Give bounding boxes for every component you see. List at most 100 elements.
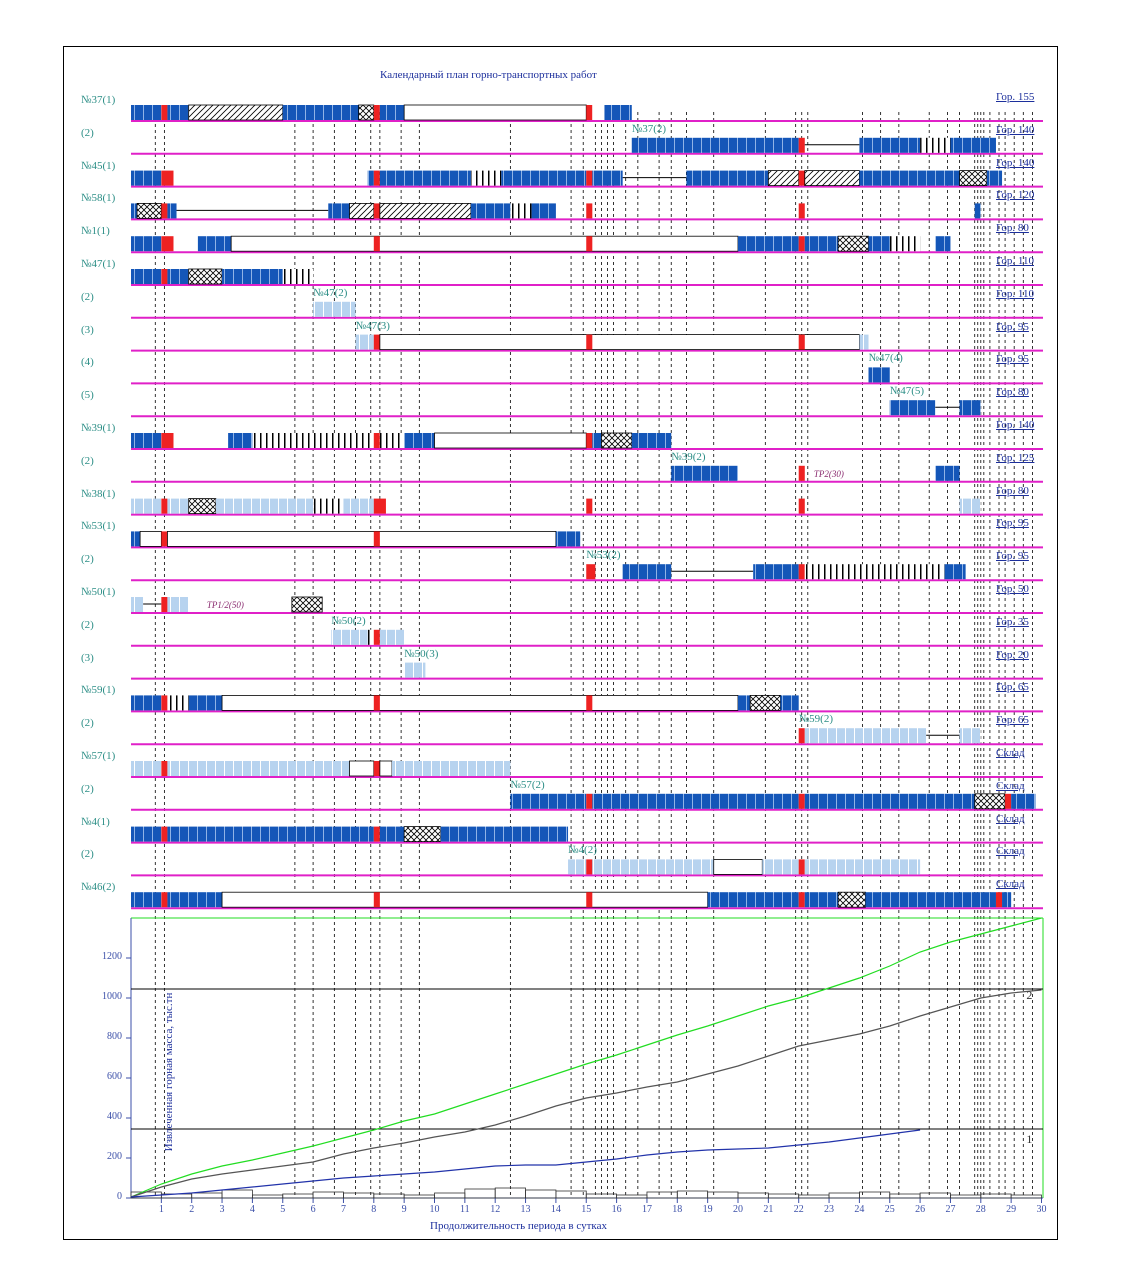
gantt-segment (136, 202, 162, 219)
gantt-segment (798, 170, 805, 186)
daily-bar (767, 1193, 800, 1199)
gantt-segment (167, 597, 174, 612)
gantt-segment (592, 433, 602, 448)
horizon-label: Гор. 120 (996, 189, 1035, 202)
gantt-segment (889, 400, 936, 416)
gantt-segment (804, 236, 839, 252)
gantt-segment (367, 170, 374, 186)
gantt-segment (167, 892, 223, 908)
gantt-segment (221, 695, 739, 711)
horizon-label: Гор. 95 (996, 320, 1029, 333)
horizon-label: Гор. 80 (996, 222, 1029, 235)
gantt-segment (131, 498, 162, 514)
daily-bar (373, 1193, 405, 1199)
daily-bar (343, 1192, 375, 1199)
gantt-segment (131, 892, 162, 908)
x-tick-label: 23 (824, 1204, 835, 1215)
gantt-segment (349, 202, 375, 219)
horizon-label: Гор. 35 (996, 615, 1029, 628)
gantt-segment (167, 105, 189, 120)
horizon-label: Гор. 50 (996, 583, 1029, 595)
gantt-segment (604, 105, 632, 120)
horizon-label: Склад (996, 812, 1025, 825)
row-label: (2) (81, 126, 94, 139)
horizon-label: Гор. 80 (996, 484, 1029, 497)
row-label: №53(1) (81, 520, 116, 533)
row-label: (5) (81, 389, 94, 402)
note-label: ТР1/2(50) (206, 600, 244, 610)
gantt-segment (434, 432, 587, 449)
segment-label: №59(2) (798, 713, 834, 726)
gantt-segment (798, 334, 805, 350)
gantt-segment (373, 334, 380, 350)
daily-bar (828, 1192, 860, 1199)
x-tick-label: 18 (672, 1204, 683, 1215)
gantt-segment (404, 433, 435, 448)
horizon-label: Гор. 65 (996, 714, 1029, 727)
gantt-segment (373, 826, 380, 842)
x-tick-label: 21 (763, 1204, 774, 1215)
gantt-segment (373, 433, 380, 448)
daily-bar (676, 1190, 709, 1199)
row-label: (2) (81, 717, 94, 730)
gantt-segment (592, 105, 605, 120)
x-tick-label: 22 (793, 1204, 804, 1215)
daily-bar (312, 1191, 344, 1199)
curve-label: 1 (1026, 1132, 1033, 1146)
gantt-segment (780, 695, 799, 711)
gantt-segment (313, 498, 344, 514)
gantt-segment (188, 498, 217, 515)
x-tick-label: 2 (189, 1204, 195, 1215)
gantt-segment (188, 104, 284, 121)
daily-bar (434, 1192, 466, 1199)
gantt-segment (995, 892, 1003, 908)
daily-bar (191, 1192, 223, 1199)
gantt-segment (379, 170, 471, 186)
row-label: №39(1) (81, 422, 116, 434)
gantt-segment (161, 531, 168, 547)
row-label: №50(1) (81, 586, 116, 598)
gantt-segment (974, 793, 1006, 810)
note-label: ТР2(30) (813, 468, 844, 479)
x-tick-label: 4 (249, 1204, 255, 1215)
gantt-segment (161, 170, 174, 186)
gantt-segment (379, 826, 405, 842)
row-label: №57(1) (81, 750, 116, 762)
gantt-segment (586, 859, 593, 875)
gantt-segment (221, 891, 709, 908)
gantt-segment (586, 433, 593, 448)
gantt-segment (373, 498, 386, 514)
gantt-segment (373, 629, 380, 645)
gantt-segment (859, 170, 960, 186)
x-tick-label: 5 (280, 1204, 286, 1215)
gantt-segment (586, 564, 596, 580)
horizon-label: Гор. 65 (996, 681, 1029, 694)
y-tick-label: 0 (117, 1191, 122, 1202)
gantt-segment (753, 564, 799, 580)
x-tick-label: 30 (1036, 1204, 1047, 1215)
x-tick-label: 3 (219, 1204, 225, 1215)
curve-label: 2 (1026, 988, 1033, 1002)
gantt-segment (328, 203, 350, 219)
daily-bar (707, 1191, 739, 1199)
segment-label: №50(3) (404, 647, 439, 660)
gantt-segment (631, 137, 799, 153)
gantt-segment (167, 695, 189, 711)
row-label: (2) (81, 454, 94, 467)
row-label: №37(1) (81, 94, 116, 106)
gantt-segment (798, 859, 805, 875)
gantt-segment (959, 170, 988, 187)
row-label: (3) (81, 651, 94, 664)
gantt-segment (804, 170, 860, 187)
row-label: №46(2) (81, 881, 116, 894)
gantt-segment (798, 564, 805, 580)
segment-label: №47(4) (868, 352, 903, 365)
gantt-segment (131, 269, 162, 284)
gantt-segment (197, 236, 232, 252)
gantt-segment (804, 859, 921, 875)
gantt-segment (379, 105, 405, 120)
gantt-segment (161, 203, 168, 219)
gantt-segment (592, 793, 799, 809)
horizon-label: Гор. 80 (996, 386, 1029, 399)
x-tick-label: 26 (915, 1204, 926, 1215)
